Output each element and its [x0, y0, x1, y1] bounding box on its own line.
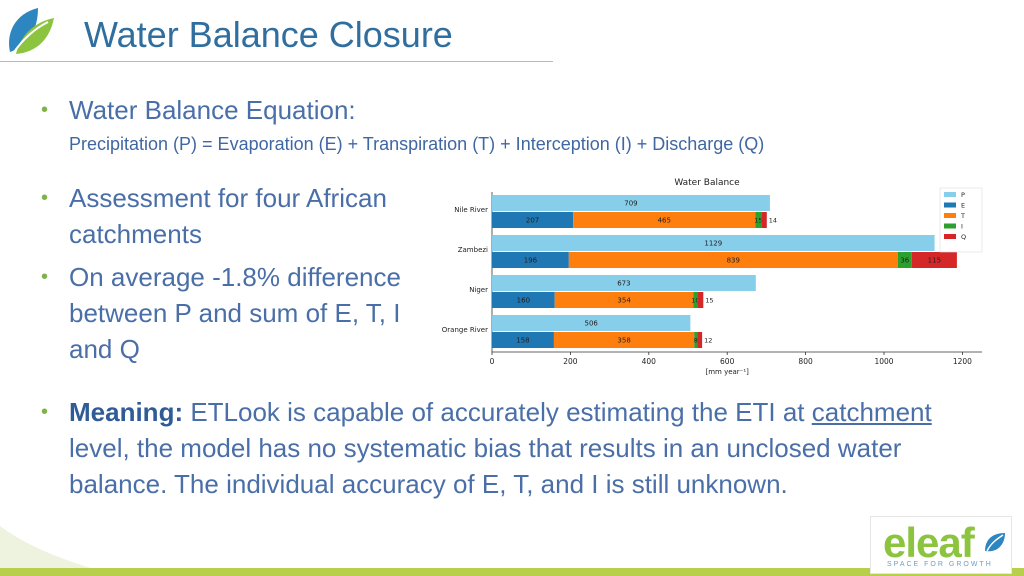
legend-label-i: I	[961, 223, 963, 231]
bar-label-precipitation: 709	[624, 200, 637, 208]
x-axis-label: [mm year⁻¹]	[705, 368, 749, 376]
legend-swatch-q	[944, 234, 956, 239]
bar-i	[897, 252, 912, 268]
legend-swatch-e	[944, 202, 956, 208]
page-title: Water Balance Closure	[84, 14, 453, 55]
legend-box	[939, 187, 983, 253]
bar-t	[554, 292, 694, 308]
legend-swatch-t	[944, 213, 956, 218]
legend-swatch-p	[944, 192, 956, 197]
bullet-meaning: • Meaning: ETLook is capable of accurate…	[41, 394, 989, 502]
bar-label-e: 207	[526, 217, 539, 225]
x-tick-label: 1000	[874, 357, 893, 366]
eleaf-logo-word: eleaf	[883, 519, 975, 566]
title-divider	[0, 61, 553, 62]
bar-label-t: 839	[727, 257, 740, 265]
meaning-line1: Meaning: ETLook is capable of accurately…	[69, 394, 989, 430]
bar-e	[492, 212, 574, 228]
bar-t	[568, 252, 898, 268]
legend-label-e: E	[961, 202, 965, 210]
bullet-assessment: • Assessment for four African catchments	[41, 180, 387, 252]
bar-q	[697, 332, 703, 348]
chart-title: Water Balance	[674, 178, 740, 188]
meaning-line2: level, the model has no systematic bias …	[69, 433, 902, 463]
bar-label-q: 14	[769, 217, 777, 225]
bar-t	[573, 212, 756, 228]
eleaf-logo: eleaf SPACE FOR GROWTH	[870, 516, 1012, 574]
bar-i	[693, 292, 698, 308]
x-tick-label: 0	[490, 357, 495, 366]
bar-label-t: 354	[617, 297, 631, 305]
bar-label-e: 196	[524, 257, 538, 265]
bottom-band	[0, 568, 1024, 576]
meaning-line3: balance. The individual accuracy of E, T…	[69, 469, 788, 499]
bar-t	[553, 332, 695, 348]
bar-label-i: 8	[694, 337, 698, 345]
bar-label-precipitation: 506	[584, 320, 598, 328]
bullet-average-line3: and Q	[69, 334, 140, 364]
bar-i	[694, 332, 698, 348]
category-label: Niger	[469, 286, 488, 294]
bar-label-i: 10	[691, 297, 699, 305]
bar-precipitation	[492, 195, 770, 211]
equation-text: Precipitation (P) = Evaporation (E) + Tr…	[69, 134, 765, 154]
bullet-dot: •	[41, 401, 49, 423]
bar-label-q: 12	[704, 337, 712, 345]
bar-label-q: 115	[928, 257, 941, 265]
bar-e	[492, 292, 555, 308]
meaning-text-part1: ETLook is capable of accurately estimati…	[183, 397, 812, 427]
bar-q	[697, 292, 704, 308]
x-tick-label: 400	[642, 357, 657, 366]
bar-e	[492, 252, 569, 268]
bar-label-t: 358	[617, 337, 630, 345]
bar-label-q: 15	[705, 297, 713, 305]
bullet-assessment-line1: Assessment for four African	[69, 183, 387, 213]
catchment-link[interactable]: catchment	[811, 397, 932, 427]
bullet-dot: •	[41, 266, 49, 288]
category-label: Orange River	[442, 326, 488, 334]
leaf-logo-icon	[9, 8, 54, 54]
bar-i	[755, 212, 762, 228]
water-balance-chart: Water Balance 0 200 400 600 800 1000 1200 [mm ye…	[442, 178, 983, 376]
eleaf-leaf-icon	[985, 533, 1005, 552]
category-label: Zambezi	[458, 246, 488, 254]
category-label: Nile River	[454, 206, 488, 214]
bar-precipitation	[492, 315, 691, 331]
bar-label-e: 158	[516, 337, 529, 345]
legend-swatch-i	[944, 223, 956, 229]
bullet-average: • On average -1.8% difference between P …	[41, 259, 401, 367]
bar-precipitation	[492, 275, 756, 291]
corner-decoration	[0, 526, 120, 576]
x-tick-label: 600	[720, 357, 735, 366]
x-tick-label: 200	[563, 357, 578, 366]
bar-q	[911, 252, 957, 268]
x-tick-label: 1200	[953, 357, 972, 366]
bar-q	[761, 212, 767, 228]
bullet-dot: •	[41, 187, 49, 209]
meaning-label: Meaning:	[69, 397, 184, 427]
legend-label-p: P	[961, 191, 965, 199]
bar-label-t: 465	[658, 217, 671, 225]
bullet-equation: • Water Balance Equation:	[41, 92, 356, 128]
legend-label-q: Q	[961, 233, 966, 241]
bar-label-i: 15	[754, 217, 762, 225]
bullet-dot: •	[41, 99, 49, 121]
bar-label-e: 160	[517, 297, 530, 305]
bullet-equation-text: Water Balance Equation:	[69, 95, 356, 125]
bar-precipitation	[492, 235, 935, 251]
legend-label-t: T	[960, 212, 965, 220]
bar-label-precipitation: 1129	[704, 240, 722, 248]
x-tick-label: 800	[798, 357, 813, 366]
bullet-average-line1: On average -1.8% difference	[69, 262, 401, 292]
bullet-average-line2: between P and sum of E, T, I	[69, 298, 401, 328]
eleaf-tagline: SPACE FOR GROWTH	[887, 561, 993, 568]
bullet-assessment-line2: catchments	[69, 219, 202, 249]
bar-label-i: 36	[900, 257, 909, 265]
bar-label-precipitation: 673	[617, 280, 630, 288]
bar-e	[492, 332, 554, 348]
